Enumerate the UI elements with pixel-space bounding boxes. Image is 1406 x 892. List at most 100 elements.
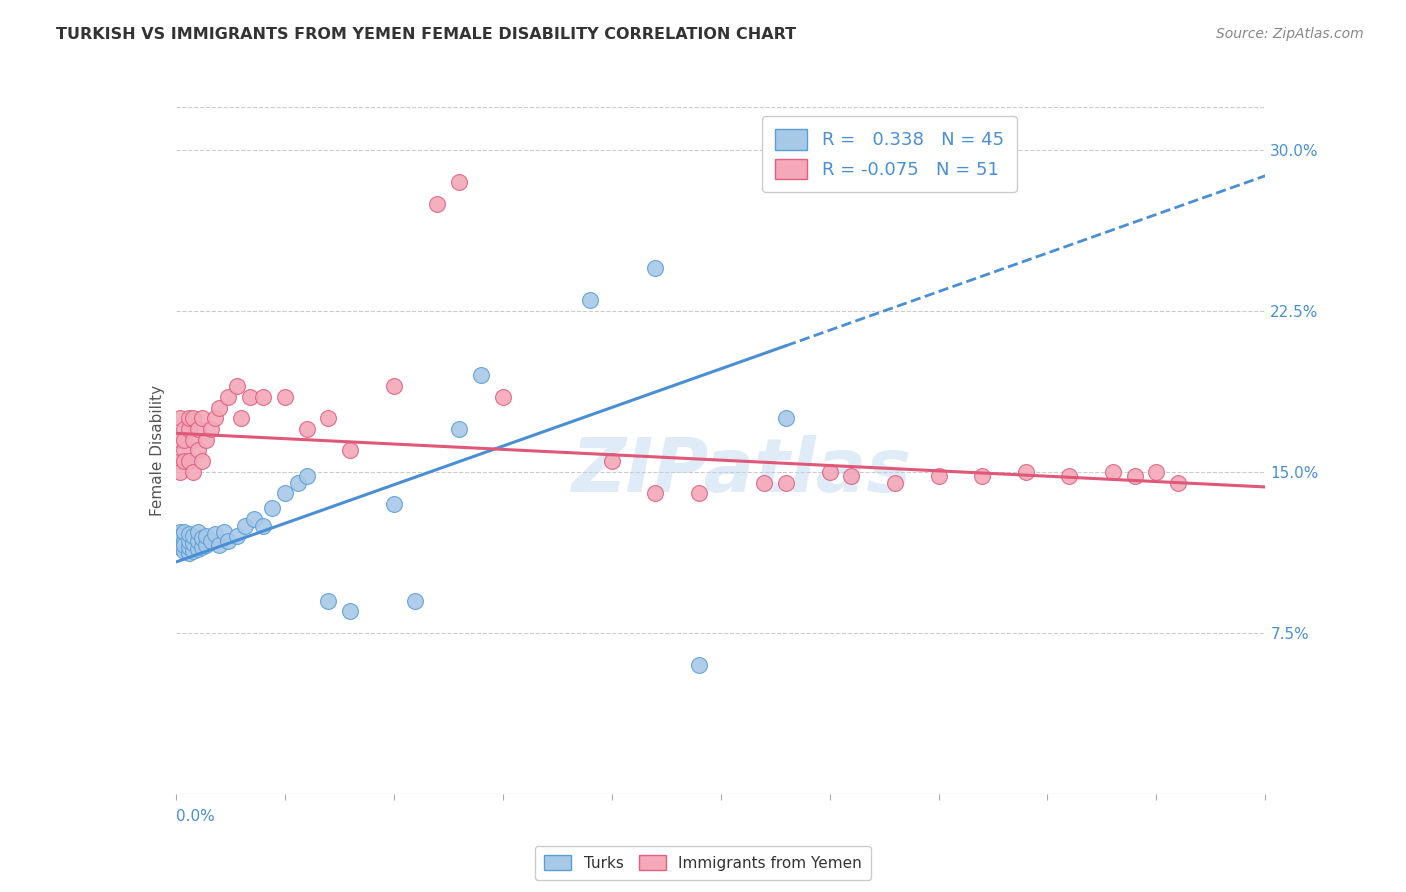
Point <box>274 486 297 500</box>
Point <box>754 475 776 490</box>
Point <box>818 465 841 479</box>
Text: Source: ZipAtlas.com: Source: ZipAtlas.com <box>1216 27 1364 41</box>
Point <box>186 524 209 539</box>
Point <box>928 469 950 483</box>
Point <box>195 433 218 447</box>
Point <box>181 465 204 479</box>
Point <box>426 196 449 211</box>
Point <box>204 527 226 541</box>
Point <box>287 475 309 490</box>
Point <box>177 546 200 561</box>
Point <box>181 529 204 543</box>
Point <box>382 379 405 393</box>
Point <box>600 454 623 468</box>
Point <box>186 533 209 548</box>
Point <box>884 475 907 490</box>
Point <box>169 411 191 425</box>
Point <box>235 518 257 533</box>
Point <box>173 454 195 468</box>
Point <box>200 422 222 436</box>
Point <box>173 422 195 436</box>
Point <box>191 411 214 425</box>
Point <box>1123 469 1146 483</box>
Point <box>225 529 247 543</box>
Point <box>169 529 191 543</box>
Text: TURKISH VS IMMIGRANTS FROM YEMEN FEMALE DISABILITY CORRELATION CHART: TURKISH VS IMMIGRANTS FROM YEMEN FEMALE … <box>56 27 796 42</box>
Point <box>186 542 209 557</box>
Point <box>1015 465 1038 479</box>
Point <box>212 524 235 539</box>
Point <box>191 454 214 468</box>
Point <box>339 443 361 458</box>
Point <box>177 533 200 548</box>
Point <box>260 501 283 516</box>
Point <box>1167 475 1189 490</box>
Point <box>173 433 195 447</box>
Point <box>841 469 863 483</box>
Point <box>177 411 200 425</box>
Point <box>447 422 470 436</box>
Point <box>775 411 797 425</box>
Point <box>177 422 200 436</box>
Point <box>173 538 195 552</box>
Point <box>208 401 231 415</box>
Point <box>169 524 191 539</box>
Point <box>208 538 231 552</box>
Point <box>970 469 993 483</box>
Text: 0.0%: 0.0% <box>176 809 215 824</box>
Point <box>1144 465 1167 479</box>
Point <box>195 538 218 552</box>
Point <box>217 390 239 404</box>
Point <box>447 175 470 189</box>
Legend: Turks, Immigrants from Yemen: Turks, Immigrants from Yemen <box>534 846 872 880</box>
Point <box>252 518 274 533</box>
Point <box>644 260 666 275</box>
Point <box>644 486 666 500</box>
Point <box>217 533 239 548</box>
Point <box>252 390 274 404</box>
Point <box>191 532 214 546</box>
Point <box>470 368 492 383</box>
Point <box>169 540 191 554</box>
Point <box>405 593 427 607</box>
Point <box>186 422 209 436</box>
Y-axis label: Female Disability: Female Disability <box>149 384 165 516</box>
Point <box>775 475 797 490</box>
Point <box>492 390 515 404</box>
Point <box>191 540 214 554</box>
Point <box>382 497 405 511</box>
Point <box>177 454 200 468</box>
Point <box>173 524 195 539</box>
Point <box>200 533 222 548</box>
Point <box>688 658 710 673</box>
Text: ZIPatlas: ZIPatlas <box>572 434 912 508</box>
Point <box>169 465 191 479</box>
Point <box>339 604 361 618</box>
Point <box>169 433 191 447</box>
Point <box>1057 469 1080 483</box>
Point <box>579 293 602 308</box>
Legend: R =   0.338   N = 45, R = -0.075   N = 51: R = 0.338 N = 45, R = -0.075 N = 51 <box>762 116 1017 192</box>
Point <box>231 411 253 425</box>
Point <box>204 411 226 425</box>
Point <box>318 411 340 425</box>
Point <box>177 540 200 554</box>
Point <box>173 533 195 548</box>
Point <box>239 390 262 404</box>
Point <box>169 533 191 548</box>
Point <box>181 433 204 447</box>
Point <box>181 535 204 549</box>
Point <box>186 443 209 458</box>
Point <box>181 544 204 558</box>
Point <box>181 411 204 425</box>
Point <box>173 544 195 558</box>
Point <box>318 593 340 607</box>
Point <box>169 454 191 468</box>
Point <box>274 390 297 404</box>
Point <box>173 443 195 458</box>
Point <box>195 529 218 543</box>
Point <box>225 379 247 393</box>
Point <box>295 469 318 483</box>
Point <box>295 422 318 436</box>
Point <box>688 486 710 500</box>
